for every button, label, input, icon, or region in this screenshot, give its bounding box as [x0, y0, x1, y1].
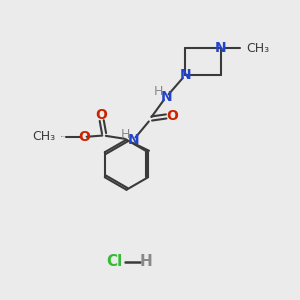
Text: N: N — [215, 41, 226, 56]
Text: methyl: methyl — [61, 136, 66, 137]
Text: O: O — [166, 109, 178, 123]
Text: CH₃: CH₃ — [33, 130, 56, 143]
Text: H: H — [153, 85, 163, 98]
Text: N: N — [179, 68, 191, 82]
Text: H: H — [121, 128, 130, 141]
Text: N: N — [160, 90, 172, 104]
Text: CH₃: CH₃ — [247, 42, 270, 55]
Text: O: O — [95, 108, 107, 122]
Text: O: O — [78, 130, 90, 144]
Text: N: N — [128, 133, 140, 147]
Text: Cl: Cl — [106, 254, 123, 269]
Text: H: H — [139, 254, 152, 269]
